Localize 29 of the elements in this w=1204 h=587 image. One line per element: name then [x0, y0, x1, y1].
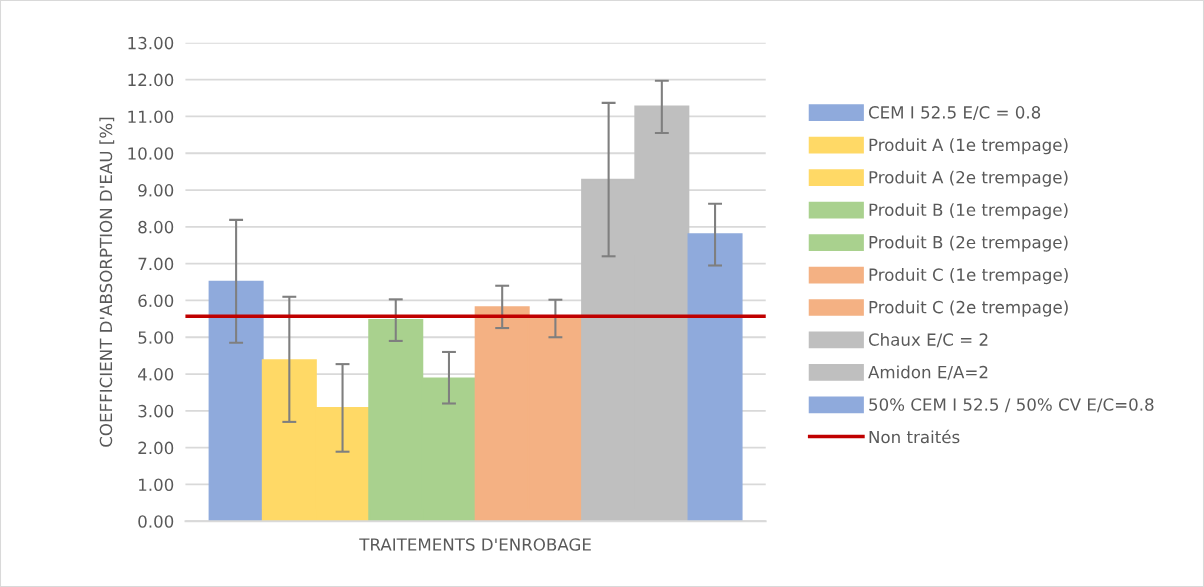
y-tick-label: 0.00 [138, 515, 174, 528]
y-tick-label: 11.00 [128, 110, 174, 124]
bar [208, 280, 264, 522]
y-tick-label: 1.00 [139, 478, 174, 492]
legend-label: Produit A (1e trempage) [869, 138, 1068, 155]
x-axis-title: TRAITEMENTS D'ENROBAGE [359, 538, 591, 551]
legend-label: Produit A (2e trempage) [869, 170, 1068, 187]
y-tick-label: 7.00 [138, 257, 174, 271]
legend-label: 50% CEM I 52.5 / 50% CV E/C=0.8 [869, 398, 1154, 413]
legend-label: Produit C (2e trempage) [869, 300, 1068, 317]
legend-label: Produit B (1e trempage) [869, 203, 1068, 220]
bar [687, 233, 743, 522]
y-tick-label: 2.00 [138, 441, 174, 455]
y-tick-label: 13.00 [128, 36, 174, 50]
y-tick-label: 9.00 [138, 184, 174, 197]
legend-label: Produit C (1e trempage) [869, 268, 1068, 285]
y-tick-label: 3.00 [138, 404, 174, 418]
legend-label: Produit B (2e trempage) [869, 235, 1068, 252]
legend-label: Chaux E/C = 2 [868, 333, 988, 348]
y-tick-label: 5.00 [138, 331, 174, 344]
y-tick-label: 8.00 [138, 220, 174, 234]
y-tick-label: 12.00 [128, 73, 174, 87]
y-tick-label: 4.00 [138, 368, 174, 381]
y-tick-label: 6.00 [138, 294, 174, 308]
y-axis-title: COEFFICIENT D'ABSORPTION D'EAU [%] [99, 117, 115, 447]
legend-label: CEM I 52.5 E/C = 0.8 [868, 106, 1041, 120]
y-tick-label: 10.00 [128, 147, 174, 160]
legend-label: Amidon E/A=2 [868, 365, 988, 380]
legend-label: Non traités [869, 429, 960, 444]
